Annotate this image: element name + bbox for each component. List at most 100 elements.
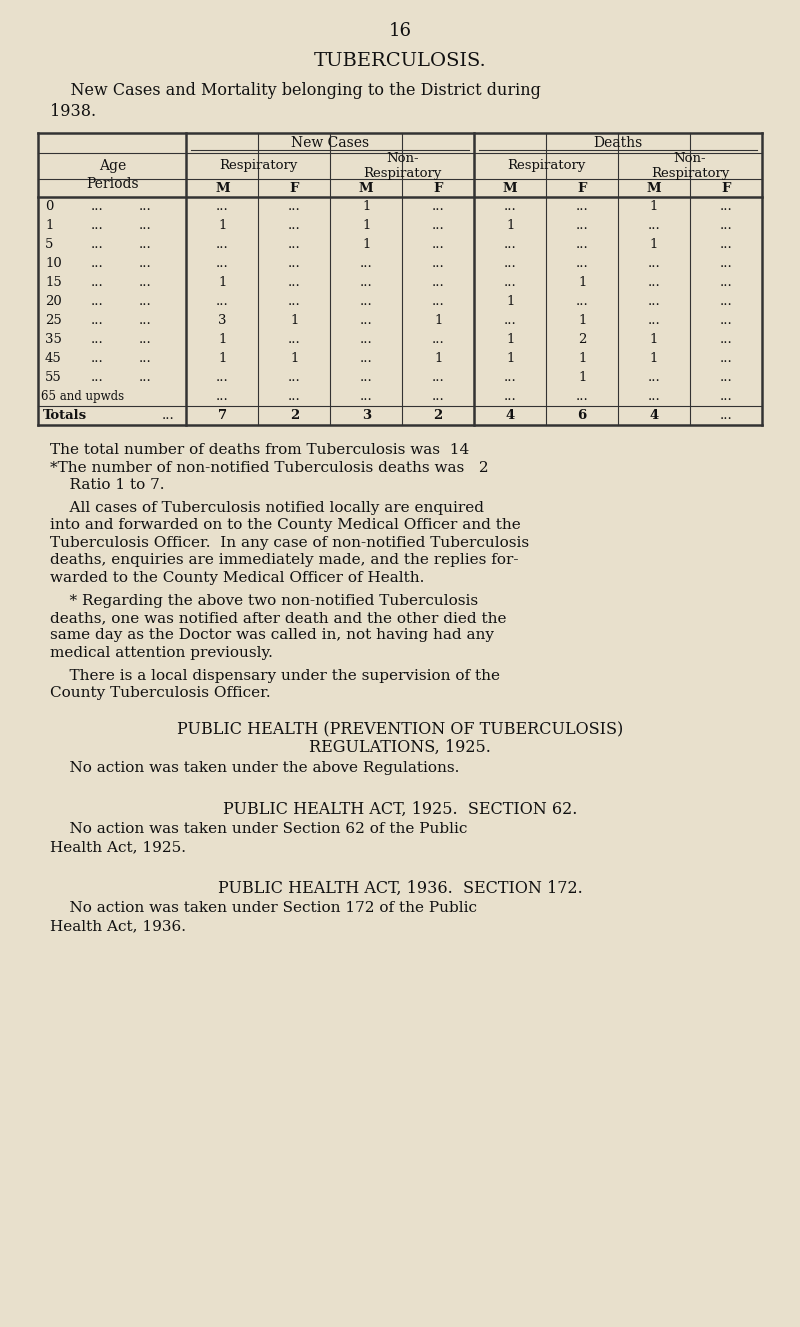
- Text: 4: 4: [506, 409, 515, 422]
- Text: 1: 1: [506, 295, 514, 308]
- Text: Non-
Respiratory: Non- Respiratory: [363, 153, 442, 180]
- Text: ...: ...: [648, 276, 661, 289]
- Text: ...: ...: [91, 257, 104, 269]
- Text: ...: ...: [720, 238, 733, 251]
- Text: ...: ...: [504, 276, 517, 289]
- Text: 1: 1: [218, 352, 226, 365]
- Text: ...: ...: [138, 257, 151, 269]
- Text: 1: 1: [218, 276, 226, 289]
- Text: 4: 4: [650, 409, 658, 422]
- Text: 16: 16: [389, 23, 411, 40]
- Text: warded to the County Medical Officer of Health.: warded to the County Medical Officer of …: [50, 571, 424, 585]
- Text: ...: ...: [288, 257, 301, 269]
- Text: ...: ...: [432, 295, 445, 308]
- Text: 1: 1: [218, 219, 226, 232]
- Text: Respiratory: Respiratory: [219, 159, 298, 173]
- Text: ...: ...: [216, 390, 229, 403]
- Text: Deaths: Deaths: [594, 135, 642, 150]
- Text: 1: 1: [362, 200, 370, 214]
- Text: 15: 15: [45, 276, 62, 289]
- Text: 1: 1: [45, 219, 54, 232]
- Text: ...: ...: [360, 390, 373, 403]
- Text: ...: ...: [288, 390, 301, 403]
- Text: M: M: [646, 182, 662, 195]
- Text: County Tuberculosis Officer.: County Tuberculosis Officer.: [50, 686, 270, 701]
- Text: F: F: [722, 182, 730, 195]
- Text: same day as the Doctor was called in, not having had any: same day as the Doctor was called in, no…: [50, 629, 494, 642]
- Text: ...: ...: [288, 238, 301, 251]
- Text: ...: ...: [432, 372, 445, 384]
- Text: 10: 10: [45, 257, 62, 269]
- Text: ...: ...: [720, 200, 733, 214]
- Text: ...: ...: [360, 372, 373, 384]
- Text: ...: ...: [288, 333, 301, 346]
- Text: No action was taken under Section 62 of the Public: No action was taken under Section 62 of …: [50, 821, 467, 836]
- Text: 1: 1: [290, 352, 298, 365]
- Text: 1: 1: [290, 314, 298, 326]
- Text: ...: ...: [720, 352, 733, 365]
- Text: M: M: [215, 182, 230, 195]
- Text: 1: 1: [578, 352, 586, 365]
- Text: ...: ...: [360, 276, 373, 289]
- Text: ...: ...: [432, 276, 445, 289]
- Text: 6: 6: [578, 409, 586, 422]
- Text: TUBERCULOSIS.: TUBERCULOSIS.: [314, 52, 486, 70]
- Text: Totals: Totals: [43, 409, 87, 422]
- Text: ...: ...: [720, 295, 733, 308]
- Text: ...: ...: [162, 409, 174, 422]
- Text: 1: 1: [650, 238, 658, 251]
- Text: ...: ...: [216, 238, 229, 251]
- Text: ...: ...: [138, 200, 151, 214]
- Text: PUBLIC HEALTH (PREVENTION OF TUBERCULOSIS): PUBLIC HEALTH (PREVENTION OF TUBERCULOSI…: [177, 722, 623, 738]
- Text: ...: ...: [648, 314, 661, 326]
- Text: 65 and upwds: 65 and upwds: [41, 390, 124, 403]
- Text: ...: ...: [648, 295, 661, 308]
- Text: ...: ...: [504, 238, 517, 251]
- Text: The total number of deaths from Tuberculosis was  14: The total number of deaths from Tubercul…: [50, 443, 470, 456]
- Text: Age
Periods: Age Periods: [86, 159, 138, 191]
- Text: ...: ...: [720, 314, 733, 326]
- Text: ...: ...: [91, 314, 104, 326]
- Text: ...: ...: [216, 295, 229, 308]
- Text: ...: ...: [720, 219, 733, 232]
- Text: F: F: [434, 182, 443, 195]
- Text: ...: ...: [576, 390, 589, 403]
- Text: Respiratory: Respiratory: [507, 159, 586, 173]
- Text: Ratio 1 to 7.: Ratio 1 to 7.: [50, 478, 165, 492]
- Text: ...: ...: [91, 372, 104, 384]
- Text: ...: ...: [648, 372, 661, 384]
- Text: medical attention previously.: medical attention previously.: [50, 646, 273, 660]
- Text: PUBLIC HEALTH ACT, 1936.  SECTION 172.: PUBLIC HEALTH ACT, 1936. SECTION 172.: [218, 880, 582, 897]
- Text: No action was taken under the above Regulations.: No action was taken under the above Regu…: [50, 760, 459, 775]
- Text: ...: ...: [360, 257, 373, 269]
- Text: 5: 5: [45, 238, 54, 251]
- Text: 7: 7: [218, 409, 227, 422]
- Text: ...: ...: [432, 257, 445, 269]
- Text: ...: ...: [360, 352, 373, 365]
- Text: ...: ...: [576, 219, 589, 232]
- Text: REGULATIONS, 1925.: REGULATIONS, 1925.: [309, 739, 491, 756]
- Text: ...: ...: [720, 390, 733, 403]
- Text: ...: ...: [91, 276, 104, 289]
- Text: ...: ...: [576, 257, 589, 269]
- Text: ...: ...: [216, 200, 229, 214]
- Text: ...: ...: [432, 390, 445, 403]
- Text: Tuberculosis Officer.  In any case of non-notified Tuberculosis: Tuberculosis Officer. In any case of non…: [50, 536, 529, 549]
- Text: 55: 55: [45, 372, 62, 384]
- Text: 25: 25: [45, 314, 62, 326]
- Text: ...: ...: [504, 372, 517, 384]
- Text: ...: ...: [288, 219, 301, 232]
- Text: 1: 1: [578, 314, 586, 326]
- Text: ...: ...: [648, 257, 661, 269]
- Text: New Cases: New Cases: [291, 135, 370, 150]
- Text: 1: 1: [578, 372, 586, 384]
- Text: ...: ...: [91, 200, 104, 214]
- Text: ...: ...: [432, 200, 445, 214]
- Text: ...: ...: [720, 276, 733, 289]
- Text: ...: ...: [288, 276, 301, 289]
- Text: ...: ...: [576, 295, 589, 308]
- Text: ...: ...: [504, 200, 517, 214]
- Text: 1: 1: [434, 352, 442, 365]
- Text: ...: ...: [288, 295, 301, 308]
- Text: 1: 1: [434, 314, 442, 326]
